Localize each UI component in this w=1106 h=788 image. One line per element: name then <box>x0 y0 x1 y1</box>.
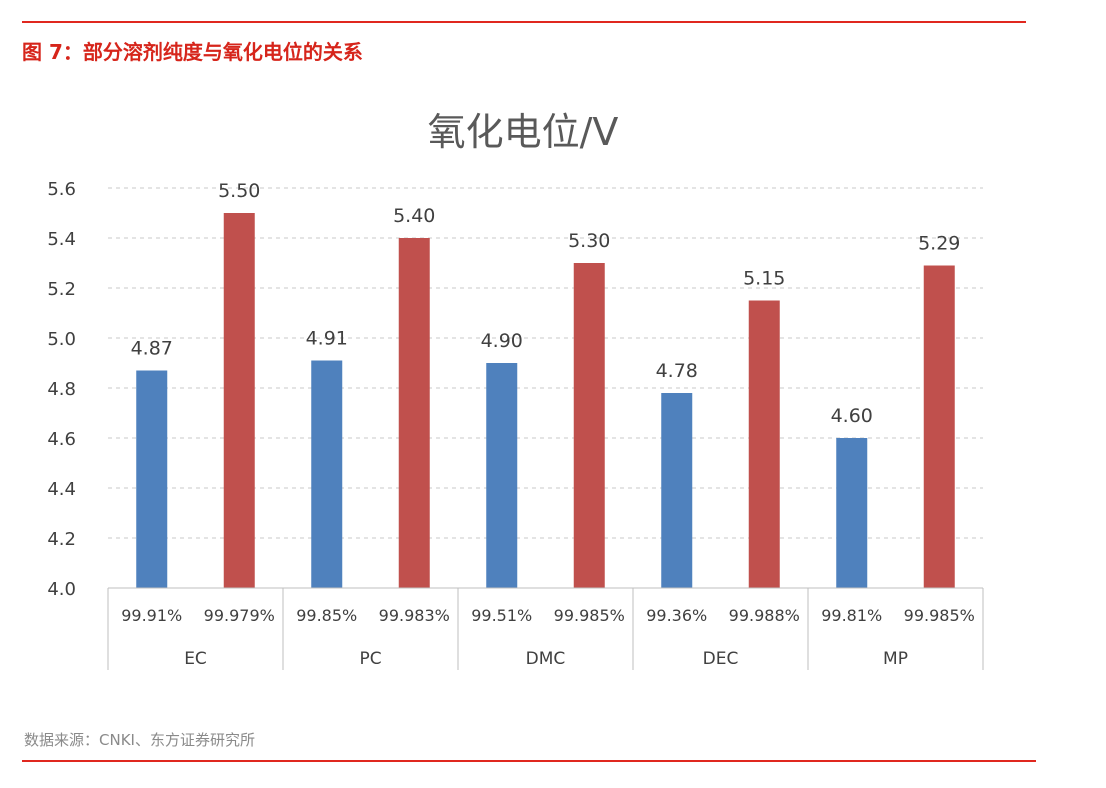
solvent-label: DEC <box>703 649 739 669</box>
y-tick-label: 5.6 <box>47 179 76 200</box>
purity-label: 99.985% <box>554 606 625 625</box>
data-label: 4.78 <box>656 360 698 382</box>
data-label: 4.90 <box>481 330 523 352</box>
bar <box>486 363 518 588</box>
bar <box>836 438 868 588</box>
purity-label: 99.983% <box>379 606 450 625</box>
solvent-label: PC <box>359 649 381 669</box>
top-rule <box>22 21 1026 23</box>
data-label: 5.29 <box>918 233 960 255</box>
bar <box>223 213 255 588</box>
purity-label: 99.988% <box>729 606 800 625</box>
bar <box>748 300 780 588</box>
purity-label: 99.985% <box>904 606 975 625</box>
y-tick-label: 4.6 <box>47 429 76 450</box>
y-tick-label: 4.8 <box>47 379 76 400</box>
solvent-label: MP <box>883 649 908 669</box>
data-label: 5.30 <box>568 230 610 252</box>
data-label: 5.15 <box>743 268 785 290</box>
solvent-label: DMC <box>526 649 566 669</box>
purity-label: 99.51% <box>471 606 532 625</box>
bar <box>311 360 343 588</box>
x-axis: 99.91% 99.979% EC 99.85% 99.983% PC 99.51% 99.9… <box>107 587 984 670</box>
y-tick-label: 4.4 <box>47 479 76 500</box>
y-tick-label: 4.0 <box>47 579 76 600</box>
data-label: 4.91 <box>306 328 348 350</box>
data-label: 4.60 <box>831 405 873 427</box>
y-tick-label: 5.4 <box>47 229 76 250</box>
bars <box>136 213 955 588</box>
purity-label: 99.36% <box>646 606 707 625</box>
bar <box>136 370 168 588</box>
chart-title: 氧化电位/V <box>428 110 619 154</box>
y-tick-label: 4.2 <box>47 529 76 550</box>
y-tick-label: 5.0 <box>47 329 76 350</box>
solvent-label: EC <box>184 649 207 669</box>
bottom-rule <box>22 760 1036 762</box>
y-axis: 4.0 4.2 4.4 4.6 4.8 5.0 5.2 5.4 5.6 <box>47 179 76 600</box>
data-labels: 4.87 5.50 4.91 5.40 4.90 5.30 4.78 5.15 4.60 5.29 <box>131 180 961 427</box>
data-label: 5.50 <box>218 180 260 202</box>
purity-label: 99.91% <box>121 606 182 625</box>
bar <box>661 393 693 588</box>
purity-label: 99.979% <box>204 606 275 625</box>
purity-label: 99.85% <box>296 606 357 625</box>
data-label: 4.87 <box>131 338 173 360</box>
bar <box>398 238 430 588</box>
figure-title: 图 7：部分溶剂纯度与氧化电位的关系 <box>22 40 363 64</box>
source-note: 数据来源：CNKI、东方证券研究所 <box>24 731 255 749</box>
data-label: 5.40 <box>393 205 435 227</box>
y-tick-label: 5.2 <box>47 279 76 300</box>
purity-label: 99.81% <box>821 606 882 625</box>
bar <box>923 265 955 588</box>
bar <box>573 263 605 588</box>
